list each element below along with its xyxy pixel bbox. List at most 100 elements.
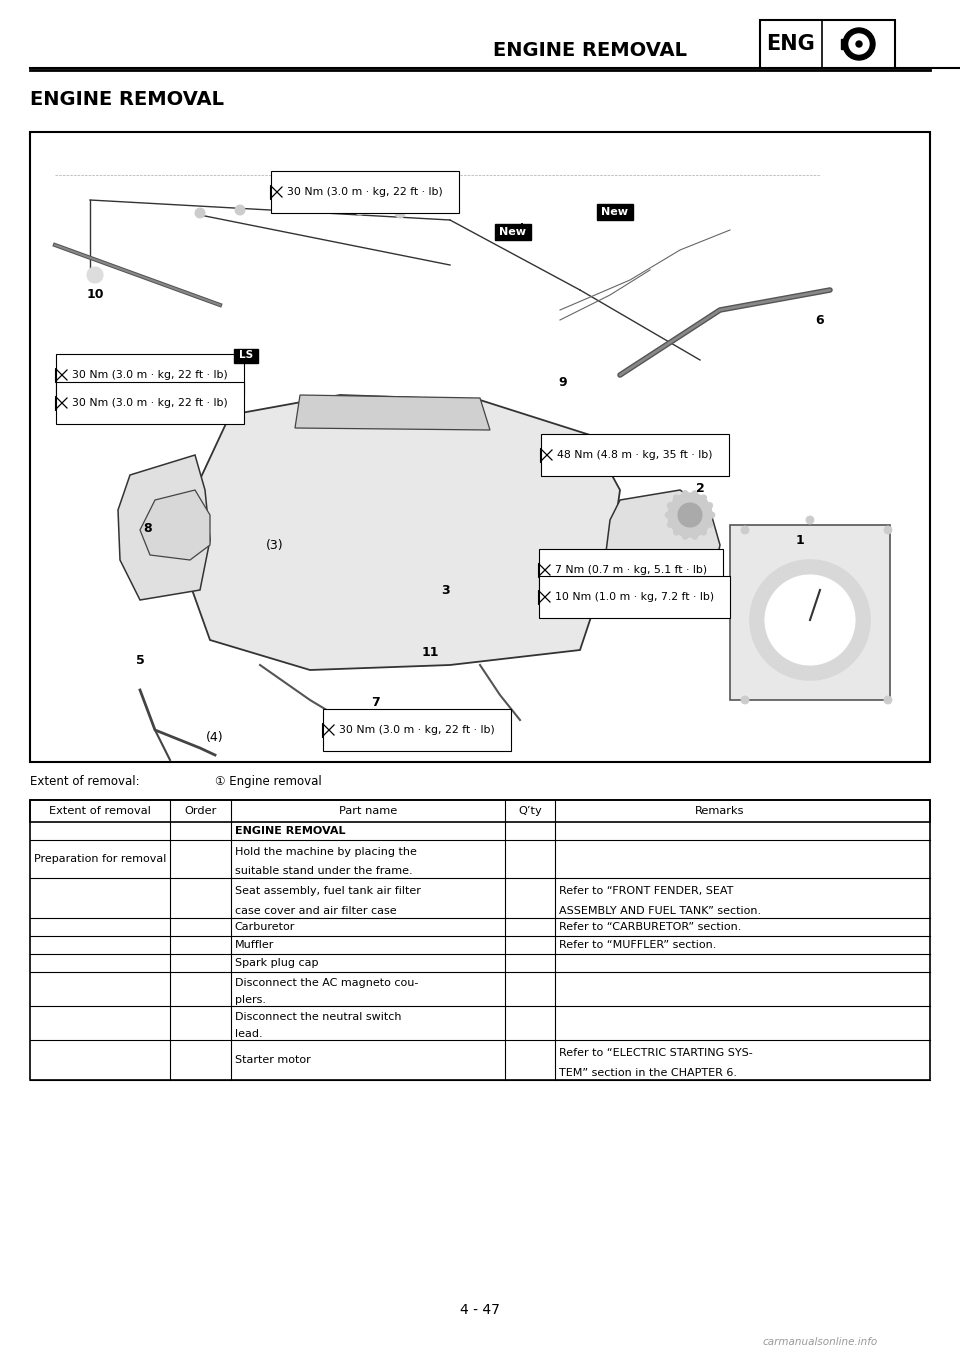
Circle shape <box>195 208 205 219</box>
Text: 1: 1 <box>796 534 804 546</box>
Circle shape <box>673 494 680 501</box>
Text: 10: 10 <box>86 288 104 301</box>
Text: Refer to “ELECTRIC STARTING SYS-: Refer to “ELECTRIC STARTING SYS- <box>559 1048 753 1058</box>
Text: 4: 4 <box>516 221 524 235</box>
Circle shape <box>315 202 325 213</box>
Text: (4): (4) <box>206 732 224 744</box>
Text: Hold the machine by placing the: Hold the machine by placing the <box>234 847 417 857</box>
Polygon shape <box>185 395 620 669</box>
Text: Seat assembly, fuel tank air filter: Seat assembly, fuel tank air filter <box>234 885 420 896</box>
Bar <box>30 972 930 1006</box>
Text: New: New <box>499 227 526 238</box>
Bar <box>841 39 849 49</box>
Text: 30 Nm (3.0 m · kg, 22 ft · lb): 30 Nm (3.0 m · kg, 22 ft · lb) <box>72 398 228 407</box>
Bar <box>30 1040 930 1080</box>
Circle shape <box>667 521 673 527</box>
Text: ASSEMBLY AND FUEL TANK” section.: ASSEMBLY AND FUEL TANK” section. <box>559 906 761 917</box>
Text: 7: 7 <box>371 697 379 709</box>
Circle shape <box>692 490 698 497</box>
Circle shape <box>741 526 749 534</box>
Text: suitable stand under the frame.: suitable stand under the frame. <box>234 866 413 876</box>
Circle shape <box>668 493 712 536</box>
Bar <box>30 822 930 841</box>
Circle shape <box>707 502 713 508</box>
Text: 6: 6 <box>816 314 825 326</box>
Bar <box>30 936 930 955</box>
Circle shape <box>673 530 680 535</box>
Circle shape <box>765 574 855 665</box>
Text: Refer to “FRONT FENDER, SEAT: Refer to “FRONT FENDER, SEAT <box>559 885 733 896</box>
Text: Preparation for removal: Preparation for removal <box>34 854 166 864</box>
FancyBboxPatch shape <box>597 204 633 220</box>
Circle shape <box>355 205 365 215</box>
Bar <box>322 722 336 737</box>
Polygon shape <box>140 490 210 559</box>
Circle shape <box>678 502 702 527</box>
Circle shape <box>750 559 870 680</box>
FancyBboxPatch shape <box>234 349 258 363</box>
Text: 2: 2 <box>696 482 705 494</box>
Circle shape <box>701 530 707 535</box>
Polygon shape <box>118 455 210 600</box>
Text: plers.: plers. <box>234 995 266 1005</box>
Text: Carburetor: Carburetor <box>234 922 295 932</box>
Text: Q’ty: Q’ty <box>518 807 541 816</box>
Text: TEM” section in the CHAPTER 6.: TEM” section in the CHAPTER 6. <box>559 1067 736 1078</box>
Text: ENG: ENG <box>767 34 815 54</box>
Text: 4 - 47: 4 - 47 <box>460 1302 500 1317</box>
Text: Refer to “MUFFLER” section.: Refer to “MUFFLER” section. <box>559 940 716 951</box>
Text: 3: 3 <box>441 584 449 596</box>
Circle shape <box>856 41 862 48</box>
Polygon shape <box>295 395 490 430</box>
Text: New: New <box>602 206 629 217</box>
Bar <box>538 564 552 577</box>
Circle shape <box>683 490 688 497</box>
Bar <box>55 397 69 410</box>
Circle shape <box>884 697 892 703</box>
Text: Disconnect the neutral switch: Disconnect the neutral switch <box>234 1012 401 1023</box>
Bar <box>730 526 890 699</box>
Circle shape <box>701 494 707 501</box>
Bar <box>540 448 554 462</box>
Bar <box>30 800 930 1080</box>
Text: 11: 11 <box>421 645 439 659</box>
Text: ENGINE REMOVAL: ENGINE REMOVAL <box>234 826 346 837</box>
Polygon shape <box>605 490 720 610</box>
Text: ENGINE REMOVAL: ENGINE REMOVAL <box>493 41 687 60</box>
Circle shape <box>692 534 698 539</box>
Text: 30 Nm (3.0 m · kg, 22 ft · lb): 30 Nm (3.0 m · kg, 22 ft · lb) <box>339 725 494 735</box>
Circle shape <box>667 502 673 508</box>
Text: ENGINE REMOVAL: ENGINE REMOVAL <box>30 90 224 109</box>
Bar <box>270 185 284 200</box>
Circle shape <box>395 208 405 219</box>
Text: Disconnect the AC magneto cou-: Disconnect the AC magneto cou- <box>234 978 418 989</box>
Circle shape <box>275 202 285 212</box>
Text: 9: 9 <box>559 376 567 390</box>
Bar <box>30 800 930 822</box>
Text: Spark plug cap: Spark plug cap <box>234 957 318 968</box>
Bar <box>538 589 552 604</box>
Circle shape <box>87 268 103 282</box>
Circle shape <box>849 34 869 54</box>
Text: 48 Nm (4.8 m · kg, 35 ft · lb): 48 Nm (4.8 m · kg, 35 ft · lb) <box>557 449 712 460</box>
Circle shape <box>741 697 749 703</box>
Text: Muffler: Muffler <box>234 940 274 951</box>
Bar <box>30 918 930 936</box>
Text: 7 Nm (0.7 m · kg, 5.1 ft · lb): 7 Nm (0.7 m · kg, 5.1 ft · lb) <box>555 565 708 574</box>
Circle shape <box>665 512 671 517</box>
Bar <box>30 955 930 972</box>
Bar <box>30 132 930 762</box>
Text: LS: LS <box>239 350 253 360</box>
Text: 5: 5 <box>135 653 144 667</box>
Text: Remarks: Remarks <box>695 807 745 816</box>
Text: Starter motor: Starter motor <box>234 1055 310 1065</box>
Text: 30 Nm (3.0 m · kg, 22 ft · lb): 30 Nm (3.0 m · kg, 22 ft · lb) <box>72 369 228 380</box>
Text: Order: Order <box>184 807 216 816</box>
Circle shape <box>884 526 892 534</box>
Text: 30 Nm (3.0 m · kg, 22 ft · lb): 30 Nm (3.0 m · kg, 22 ft · lb) <box>287 187 443 197</box>
Circle shape <box>709 512 715 517</box>
Text: Part name: Part name <box>339 807 397 816</box>
Circle shape <box>843 29 875 60</box>
Circle shape <box>235 205 245 215</box>
Circle shape <box>707 521 713 527</box>
